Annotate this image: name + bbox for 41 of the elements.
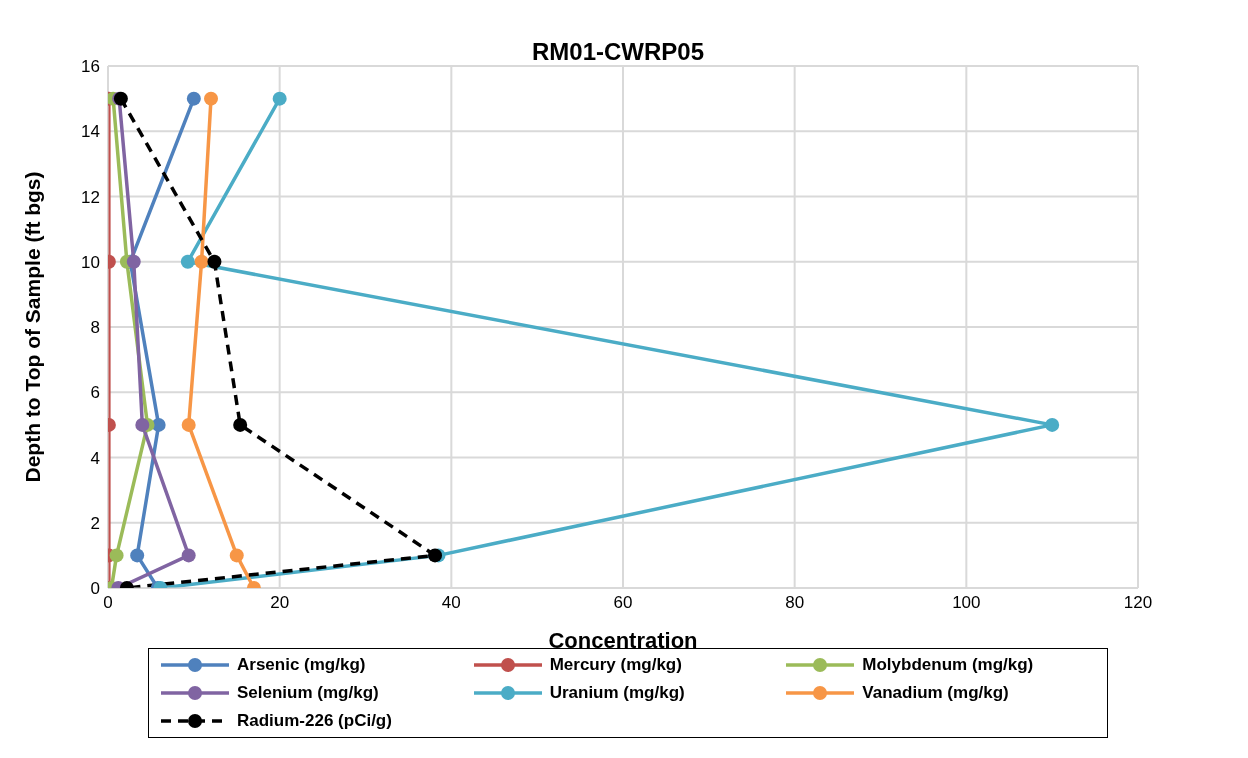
x-tick-label: 0 [103, 593, 113, 613]
legend-label: Mercury (mg/kg) [549, 655, 682, 675]
point [272, 91, 287, 106]
x-tick-label: 80 [785, 593, 805, 613]
y-tick-label: 14 [81, 122, 100, 142]
x-axis-title: Concentration [548, 628, 698, 653]
chart-title: RM01-CWRP05 [519, 38, 717, 65]
legend-label: Vanadium (mg/kg) [862, 683, 1009, 703]
point [194, 254, 209, 269]
x-tick-label: 20 [270, 593, 290, 613]
x-tick-label: 120 [1123, 593, 1153, 613]
legend-label: Molybdenum (mg/kg) [862, 655, 1034, 675]
x-tick-label: 60 [613, 593, 633, 613]
point [207, 254, 222, 269]
legend-label: Selenium (mg/kg) [237, 683, 379, 703]
point [109, 548, 124, 563]
y-tick-label: 16 [81, 57, 100, 77]
point [181, 417, 196, 432]
point [1045, 417, 1060, 432]
legend-label: Radium-226 (pCi/g) [237, 711, 392, 731]
point [233, 417, 248, 432]
point [151, 417, 166, 432]
point [204, 91, 218, 106]
point [180, 254, 195, 269]
y-tick-label: 0 [90, 579, 100, 599]
x-tick-label: 40 [441, 593, 461, 613]
y-tick-label: 12 [81, 187, 100, 207]
y-tick-label: 4 [90, 448, 100, 468]
point [135, 417, 150, 432]
point [229, 548, 244, 563]
y-tick-label: 8 [90, 318, 100, 338]
y-axis-title: Depth to Top of Sample (ft bgs) [21, 171, 45, 483]
y-tick-label: 2 [90, 513, 100, 533]
legend-label: Uranium (mg/kg) [549, 683, 685, 703]
y-tick-label: 10 [81, 252, 100, 272]
y-tick-label: 6 [90, 383, 100, 403]
point [186, 91, 201, 106]
legend-label: Arsenic (mg/kg) [237, 655, 366, 675]
x-tick-label: 100 [952, 593, 981, 613]
point [130, 548, 145, 563]
point [181, 548, 196, 563]
